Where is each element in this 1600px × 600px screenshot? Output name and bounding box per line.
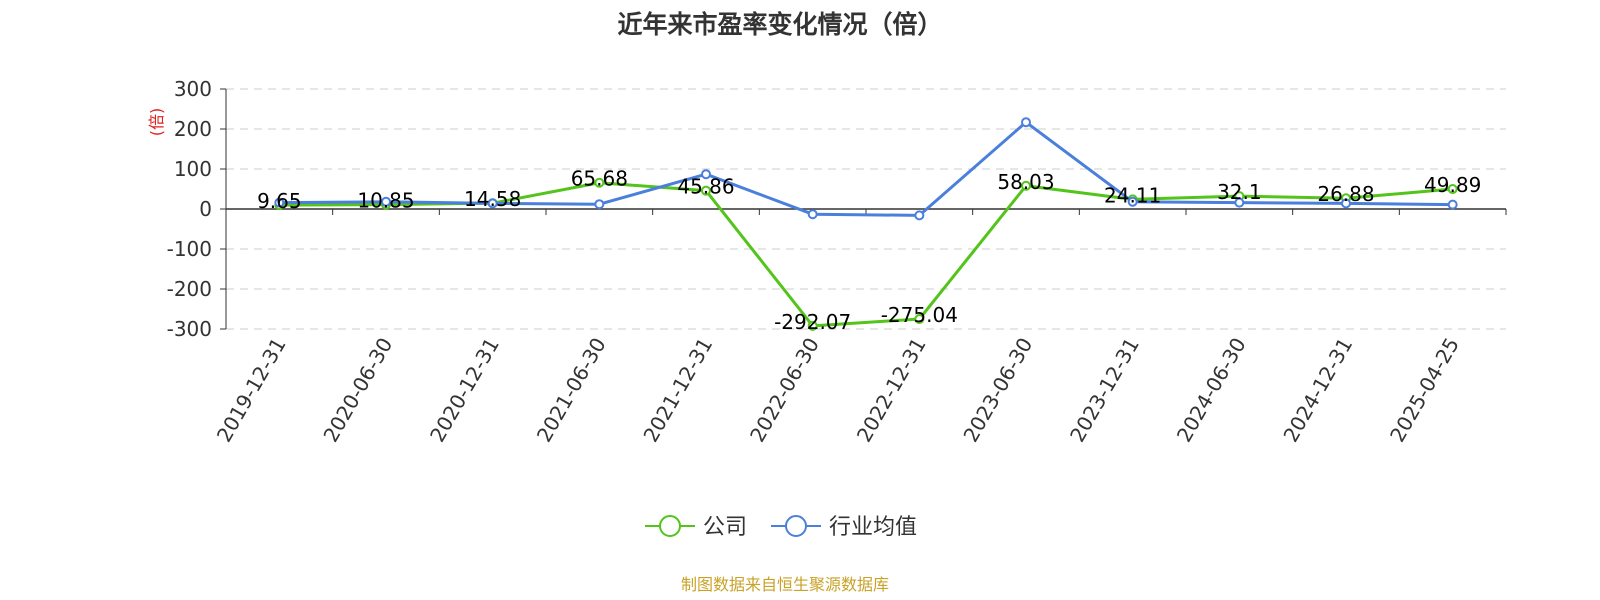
chart-title: 近年来市盈率变化情况（倍）	[617, 10, 942, 39]
series-point-1	[701, 185, 711, 196]
series-point-1	[1447, 184, 1458, 195]
series-point-2	[1341, 198, 1351, 209]
y-tick-label: 0	[199, 197, 212, 221]
data-label: 24.11	[1104, 183, 1161, 207]
x-tick-label: 2019-12-31	[212, 334, 291, 447]
series-point-2	[1234, 197, 1245, 208]
data-label: -292.07	[774, 310, 851, 334]
series-point-1	[594, 177, 605, 188]
x-tick-label: 2022-12-31	[852, 333, 931, 446]
x-tick-label: 2023-12-31	[1065, 334, 1144, 447]
x-tick-label: 2021-12-31	[638, 334, 717, 447]
legend-marker-1	[659, 515, 681, 537]
series-point-2	[1447, 199, 1458, 210]
series-point-2	[487, 198, 498, 209]
legend-label-1: 公司	[703, 515, 747, 540]
data-label: 10.85	[357, 189, 414, 213]
y-tick-label: 200	[174, 117, 212, 141]
legend-marker-2	[785, 515, 807, 537]
series-point-2	[1127, 196, 1138, 207]
x-tick-label: 2025-04-25	[1385, 334, 1464, 447]
y-tick-label: -300	[167, 317, 212, 341]
series-point-2	[594, 199, 605, 210]
legend-label-2: 行业均值	[829, 515, 917, 540]
series-point-2	[914, 210, 925, 221]
series-point-2	[701, 169, 711, 180]
series-point-1	[807, 320, 818, 331]
data-labels: 9.65 10.85 14.58 65.68 45.86 -292.07 -275.04 58…	[257, 167, 1481, 334]
data-label: 32.1	[1217, 180, 1262, 204]
y-tick-label: 300	[174, 77, 212, 101]
y-tick-label: -100	[167, 237, 212, 261]
x-tick-label: 2023-06-30	[958, 334, 1037, 447]
data-label: 65.68	[571, 167, 628, 191]
data-label: 26.88	[1317, 182, 1374, 206]
data-label: 49.89	[1424, 173, 1481, 197]
series-point-2	[274, 197, 285, 208]
x-tick-label: 2021-06-30	[532, 334, 611, 447]
data-label: 45.86	[677, 175, 734, 199]
series-point-1	[914, 314, 925, 325]
data-label: 9.65	[257, 189, 302, 213]
data-label: 14.58	[464, 187, 521, 211]
x-tick-label: 2024-06-30	[1172, 334, 1251, 447]
data-label: -275.04	[881, 303, 958, 327]
series-point-1	[1021, 180, 1031, 191]
series-point-2	[807, 209, 818, 220]
x-tick-label: 2022-06-30	[745, 334, 824, 447]
y-axis-unit-label: (倍)	[147, 108, 166, 137]
x-tick-label: 2020-06-30	[318, 334, 397, 447]
y-tick-label: -200	[167, 277, 212, 301]
x-tick-label: 2020-12-31	[425, 333, 504, 446]
series-layer	[274, 117, 1458, 331]
gridlines	[226, 88, 1506, 330]
series-line-2	[279, 120, 1453, 217]
x-tick-label: 2024-12-31	[1278, 334, 1357, 447]
legend: 公司 行业均值	[645, 515, 917, 540]
y-tick-label: 100	[174, 157, 212, 181]
data-label: 58.03	[997, 170, 1054, 194]
series-point-2	[381, 196, 391, 207]
series-point-2	[1021, 117, 1031, 128]
source-note: 制图数据来自恒生聚源数据库	[681, 575, 889, 594]
